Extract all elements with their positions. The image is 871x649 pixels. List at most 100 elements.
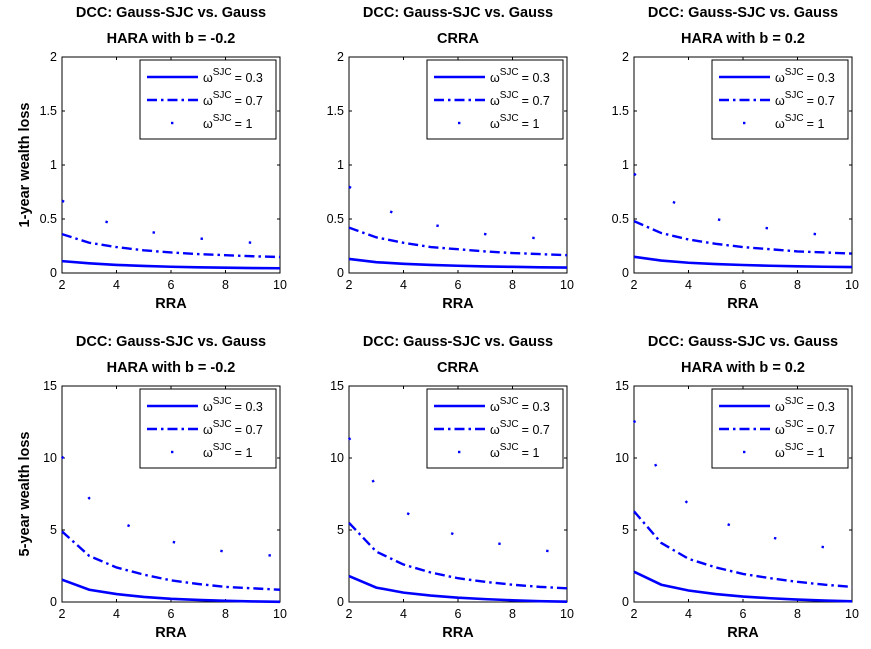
series-line-2 <box>61 232 281 259</box>
y-tick-label: 10 <box>43 451 57 465</box>
y-axis-label: 5-year wealth loss <box>17 432 33 557</box>
chart-title-line-1: DCC: Gauss-SJC vs. Gauss <box>648 334 838 350</box>
legend-superscript: SJC <box>500 90 519 101</box>
legend-entry-3: ωSJC = 1 <box>203 442 252 460</box>
y-tick-label: 0.5 <box>327 212 344 226</box>
series-line-2 <box>61 530 281 591</box>
legend-omega: ω <box>203 94 213 108</box>
chart-title-line-2: HARA with b = -0.2 <box>107 360 236 376</box>
x-tick-label: 8 <box>509 607 516 621</box>
legend-value: = 1 <box>807 117 825 131</box>
y-tick-label: 5 <box>50 523 57 537</box>
subplot-4: DCC: Gauss-SJC vs. Gauss HARA with b = -0… <box>17 334 287 641</box>
legend-value: = 0.3 <box>235 400 263 414</box>
legend-entry-1: ωSJC = 0.3 <box>203 396 263 414</box>
legend-superscript: SJC <box>213 113 232 124</box>
x-tick-label: 6 <box>455 607 462 621</box>
chart-title-line-1: DCC: Gauss-SJC vs. Gauss <box>648 5 838 21</box>
legend-omega: ω <box>203 423 213 437</box>
series-group <box>347 437 568 604</box>
subplot-3: DCC: Gauss-SJC vs. Gauss HARA with b = 0.… <box>612 5 859 312</box>
x-axis-label: RRA <box>155 296 187 312</box>
y-tick-label: 10 <box>330 451 344 465</box>
x-tick-label: 6 <box>168 278 175 292</box>
legend-entry-1: ωSJC = 0.3 <box>203 67 263 85</box>
chart-title-line-2: HARA with b = -0.2 <box>107 31 236 47</box>
y-tick-label: 5 <box>622 523 629 537</box>
x-tick-label: 4 <box>113 607 120 621</box>
legend-entry-2: ωSJC = 0.7 <box>775 419 835 437</box>
legend-entry-2: ωSJC = 0.7 <box>490 90 550 108</box>
subplot-2: DCC: Gauss-SJC vs. Gauss CRRA 2 4 6 8 10 0 0.5 1 1… <box>327 5 574 312</box>
x-tick-label: 10 <box>560 607 574 621</box>
legend-superscript: SJC <box>213 90 232 101</box>
y-tick-label: 0 <box>337 595 344 609</box>
legend-omega: ω <box>490 94 500 108</box>
series-group <box>633 172 853 269</box>
legend-superscript: SJC <box>785 419 804 430</box>
y-tick-label: 0 <box>622 595 629 609</box>
x-tick-label: 4 <box>400 607 407 621</box>
x-axis-label: RRA <box>442 296 474 312</box>
legend-entry-3: ωSJC = 1 <box>775 113 824 131</box>
legend-superscript: SJC <box>213 67 232 78</box>
x-tick-label: 2 <box>346 607 353 621</box>
legend-value: = 1 <box>235 117 253 131</box>
x-tick-label: 8 <box>222 607 229 621</box>
x-tick-label: 4 <box>685 607 692 621</box>
y-axis-label: 1-year wealth loss <box>17 103 33 228</box>
legend-superscript: SJC <box>500 67 519 78</box>
x-axis-label: RRA <box>155 625 187 641</box>
series-line-2 <box>348 226 568 257</box>
y-tick-label: 0 <box>50 595 57 609</box>
x-tick-label: 8 <box>222 278 229 292</box>
legend-value: = 0.7 <box>807 94 835 108</box>
legend-value: = 0.7 <box>235 94 263 108</box>
x-tick-label: 8 <box>509 278 516 292</box>
x-tick-label: 10 <box>560 278 574 292</box>
x-tick-label: 6 <box>455 278 462 292</box>
series-line-1 <box>348 574 568 604</box>
legend-value: = 1 <box>522 117 540 131</box>
legend-omega: ω <box>775 71 785 85</box>
y-tick-label: 2 <box>337 50 344 64</box>
y-tick-label: 1 <box>337 158 344 172</box>
legend-omega: ω <box>490 71 500 85</box>
x-tick-label: 2 <box>59 607 66 621</box>
legend-value: = 0.3 <box>807 71 835 85</box>
x-tick-label: 8 <box>794 607 801 621</box>
legend-value: = 0.7 <box>522 94 550 108</box>
series-group <box>60 455 281 604</box>
subplot-6: DCC: Gauss-SJC vs. Gauss HARA with b = 0.… <box>615 334 859 641</box>
legend-superscript: SJC <box>785 90 804 101</box>
chart-title-line-1: DCC: Gauss-SJC vs. Gauss <box>363 5 553 21</box>
y-tick-label: 1.5 <box>327 104 344 118</box>
x-tick-label: 10 <box>845 607 859 621</box>
series-line-1 <box>61 578 281 604</box>
x-tick-label: 2 <box>59 278 66 292</box>
series-line-1 <box>61 259 281 270</box>
y-tick-label: 0.5 <box>40 212 57 226</box>
legend-value: = 0.7 <box>807 423 835 437</box>
legend-value: = 1 <box>235 446 253 460</box>
y-tick-label: 1.5 <box>40 104 57 118</box>
legend-entry-3: ωSJC = 1 <box>775 442 824 460</box>
legend-value: = 0.3 <box>522 400 550 414</box>
chart-title-line-2: CRRA <box>437 31 479 47</box>
series-line-3 <box>633 172 853 239</box>
series-line-1 <box>633 255 853 269</box>
series-line-2 <box>348 521 568 590</box>
y-tick-label: 0 <box>622 266 629 280</box>
x-tick-label: 6 <box>168 607 175 621</box>
legend-entry-2: ωSJC = 0.7 <box>203 90 263 108</box>
y-tick-label: 0 <box>337 266 344 280</box>
legend-value: = 0.3 <box>807 400 835 414</box>
legend-superscript: SJC <box>500 396 519 407</box>
legend-omega: ω <box>203 446 213 460</box>
x-tick-label: 2 <box>631 278 638 292</box>
x-tick-label: 4 <box>685 278 692 292</box>
legend-superscript: SJC <box>213 396 232 407</box>
